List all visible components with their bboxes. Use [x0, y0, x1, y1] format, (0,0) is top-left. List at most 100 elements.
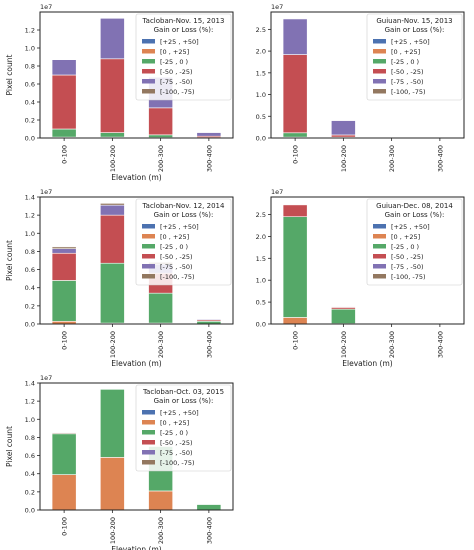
legend-swatch: [142, 224, 155, 229]
bar-segment: [100, 58, 125, 133]
legend-swatch: [373, 264, 386, 269]
bar-segment: [282, 204, 308, 218]
legend-entry-label: [-50 , -25): [160, 68, 193, 76]
x-tick-label: 0-100: [61, 517, 69, 536]
bar-segment: [148, 107, 173, 136]
legend-entry-label: [-100, -75): [160, 88, 195, 96]
bar-segment: [100, 132, 125, 138]
y-tick-label: 0.2: [25, 488, 35, 496]
bar-segment: [100, 262, 125, 324]
legend-title: Tacloban-Nov. 15, 2013: [142, 17, 225, 25]
x-tick-label: 300-400: [436, 331, 444, 358]
legend-swatch: [142, 460, 155, 465]
y-tick-label: 1.5: [256, 255, 266, 263]
legend-entry-label: [-75 , -50): [160, 78, 193, 86]
bar-segment: [51, 246, 77, 250]
x-tick-label: 200-300: [388, 331, 396, 358]
plot-frame: [39, 11, 234, 139]
legend-swatch: [373, 49, 386, 54]
bar-segment: [100, 389, 125, 458]
y-axis-exponent: 1e7: [40, 374, 52, 382]
legend-swatch: [142, 59, 155, 64]
legend-swatch: [142, 234, 155, 239]
legend-entry-label: [-50 , -25): [391, 253, 424, 261]
x-tick-label: 300-400: [205, 145, 213, 172]
chart-panel-4: 0.0 0.5 1.0 1.5 2.0 2.5 1e7 0-100 100-200 200-300…: [256, 188, 465, 368]
legend-entry-label: [0 , +25]: [160, 233, 189, 241]
y-tick-label: 0.6: [25, 452, 35, 460]
x-tick-label: 200-300: [157, 145, 165, 172]
legend-swatch: [142, 450, 155, 455]
y-tick-label: 0.8: [25, 434, 35, 442]
legend-entry-label: [-25 , 0 ): [391, 243, 419, 251]
y-tick-label: 1.4: [25, 380, 35, 388]
legend-swatch: [142, 420, 155, 425]
y-axis-label: Pixel count: [5, 55, 14, 96]
legend-box: [366, 13, 463, 101]
bar-segment: [196, 132, 222, 137]
y-tick-label: 1.0: [25, 45, 35, 53]
bar-segment: [51, 432, 77, 435]
legend-entry-label: [-75 , -50): [391, 263, 424, 271]
bar-segment: [51, 74, 77, 130]
y-tick-label: 1.2: [25, 398, 35, 406]
legend-subtitle: Gain or Loss (%):: [154, 211, 214, 219]
legend-entry-label: [+25 , +50]: [160, 409, 199, 417]
y-tick-label: 0.0: [25, 321, 35, 329]
x-tick-label: 0-100: [61, 331, 69, 350]
y-tick-label: 0.0: [25, 507, 35, 515]
bar-segment: [51, 474, 77, 511]
legend-swatch: [373, 39, 386, 44]
y-tick-label: 0.4: [25, 284, 35, 292]
y-tick-label: 0.8: [25, 63, 35, 71]
legend-entry-label: [-50 , -25): [160, 439, 193, 447]
y-tick-label: 0.2: [25, 117, 35, 125]
bar-segment: [51, 248, 77, 254]
bar-segment: [51, 280, 77, 322]
y-tick-label: 0.8: [25, 248, 35, 256]
legend-swatch: [142, 69, 155, 74]
legend-entry-label: [0 , +25]: [160, 419, 189, 427]
y-tick-label: 1.5: [256, 69, 266, 77]
legend-entry-label: [+25 , +50]: [391, 38, 430, 46]
x-tick-label: 300-400: [436, 145, 444, 172]
bar-segment: [100, 204, 125, 216]
legend-entry-label: [+25 , +50]: [391, 223, 430, 231]
legend-entry-label: [0 , +25]: [391, 48, 420, 56]
legend-entry-label: [-25 , 0 ): [391, 58, 419, 66]
y-tick-label: 0.0: [256, 321, 266, 329]
plot-frame: [270, 11, 465, 139]
y-tick-label: 1.0: [256, 91, 266, 99]
bar-segment: [100, 17, 125, 60]
legend-swatch: [142, 89, 155, 94]
legend-box: [135, 13, 232, 101]
x-tick-label: 100-200: [340, 331, 348, 358]
legend-box: [366, 198, 463, 286]
bar-segment: [331, 308, 356, 324]
bar-segment: [100, 203, 125, 206]
legend-entry-label: [-100, -75): [160, 459, 195, 467]
bar-segment: [100, 214, 125, 264]
y-tick-label: 1.0: [25, 230, 35, 238]
y-tick-label: 2.0: [256, 233, 266, 241]
x-axis-label: Elevation (m): [111, 359, 161, 368]
x-tick-label: 100-200: [340, 145, 348, 172]
x-tick-label: 200-300: [388, 145, 396, 172]
x-axis-label: Elevation (m): [111, 173, 161, 182]
legend-swatch: [373, 59, 386, 64]
legend-swatch: [142, 410, 155, 415]
y-tick-label: 2.5: [256, 26, 266, 34]
legend-swatch: [142, 430, 155, 435]
x-tick-label: 100-200: [109, 331, 117, 358]
legend-title: Guiuan-Dec. 08, 2014: [376, 202, 453, 210]
legend-entry-label: [-25 , 0 ): [160, 243, 188, 251]
bar-segment: [148, 292, 173, 324]
y-tick-label: 2.5: [256, 211, 266, 219]
y-tick-label: 1.0: [256, 277, 266, 285]
legend-entry-label: [-50 , -25): [391, 68, 424, 76]
bar-segment: [51, 252, 77, 281]
